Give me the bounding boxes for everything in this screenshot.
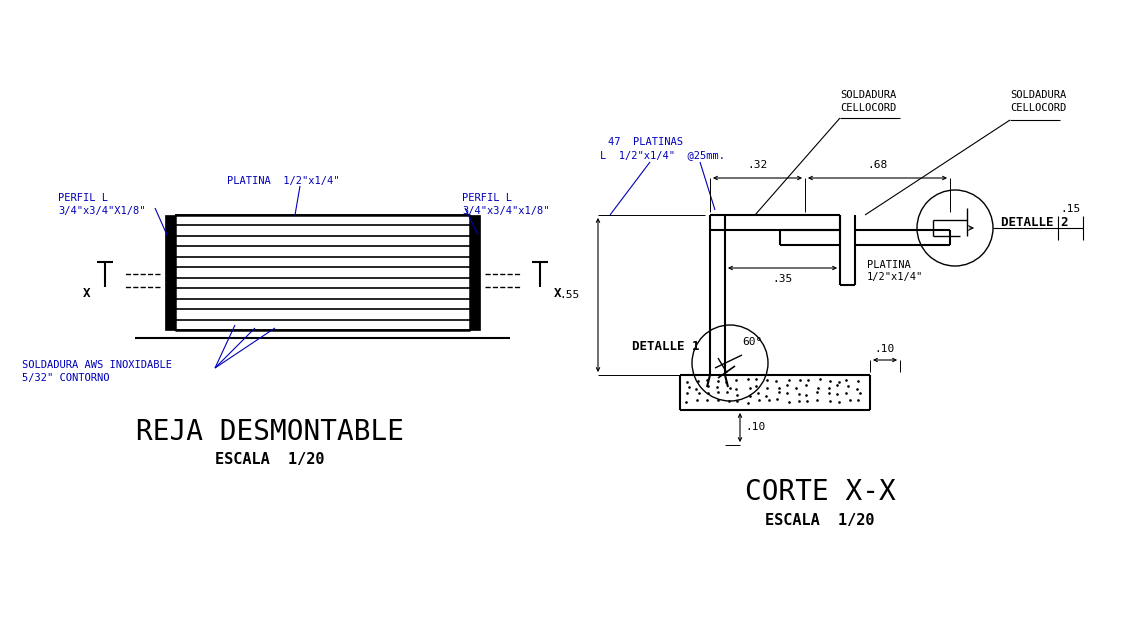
Bar <box>165 215 175 330</box>
Text: PERFIL L
3/4"x3/4"X1/8": PERFIL L 3/4"x3/4"X1/8" <box>58 193 146 216</box>
Text: .10: .10 <box>875 344 895 354</box>
Text: CORTE X-X: CORTE X-X <box>745 478 895 506</box>
Text: SOLDADURA
CELLOCORD: SOLDADURA CELLOCORD <box>840 90 896 113</box>
Bar <box>470 215 480 330</box>
Text: .15: .15 <box>1061 204 1082 214</box>
Text: X: X <box>554 287 562 300</box>
Text: PLATINA  1/2"x1/4": PLATINA 1/2"x1/4" <box>227 176 339 186</box>
Text: .10: .10 <box>745 422 765 432</box>
Bar <box>175 215 470 330</box>
Text: 60°: 60° <box>742 337 762 347</box>
Text: .35: .35 <box>772 274 792 284</box>
Text: ESCALA  1/20: ESCALA 1/20 <box>765 513 875 528</box>
Text: 47  PLATINAS: 47 PLATINAS <box>608 137 683 147</box>
Text: PLATINA
1/2"x1/4": PLATINA 1/2"x1/4" <box>867 260 923 283</box>
Text: X: X <box>83 287 91 300</box>
Text: REJA DESMONTABLE: REJA DESMONTABLE <box>136 418 404 446</box>
Text: SOLDADURA AWS INOXIDABLE
5/32" CONTORNO: SOLDADURA AWS INOXIDABLE 5/32" CONTORNO <box>22 360 172 383</box>
Text: SOLDADURA
CELLOCORD: SOLDADURA CELLOCORD <box>1010 90 1066 113</box>
Text: DETALLE 2: DETALLE 2 <box>1001 217 1068 230</box>
Text: .68: .68 <box>867 160 888 170</box>
Text: PERFIL L
3/4"x3/4"x1/8": PERFIL L 3/4"x3/4"x1/8" <box>462 193 550 216</box>
Text: DETALLE 1: DETALLE 1 <box>632 340 699 353</box>
Text: .55: .55 <box>560 290 580 300</box>
Text: .32: .32 <box>747 160 767 170</box>
Text: L  1/2"x1/4"  @25mm.: L 1/2"x1/4" @25mm. <box>600 150 725 160</box>
Text: ESCALA  1/20: ESCALA 1/20 <box>215 452 324 467</box>
